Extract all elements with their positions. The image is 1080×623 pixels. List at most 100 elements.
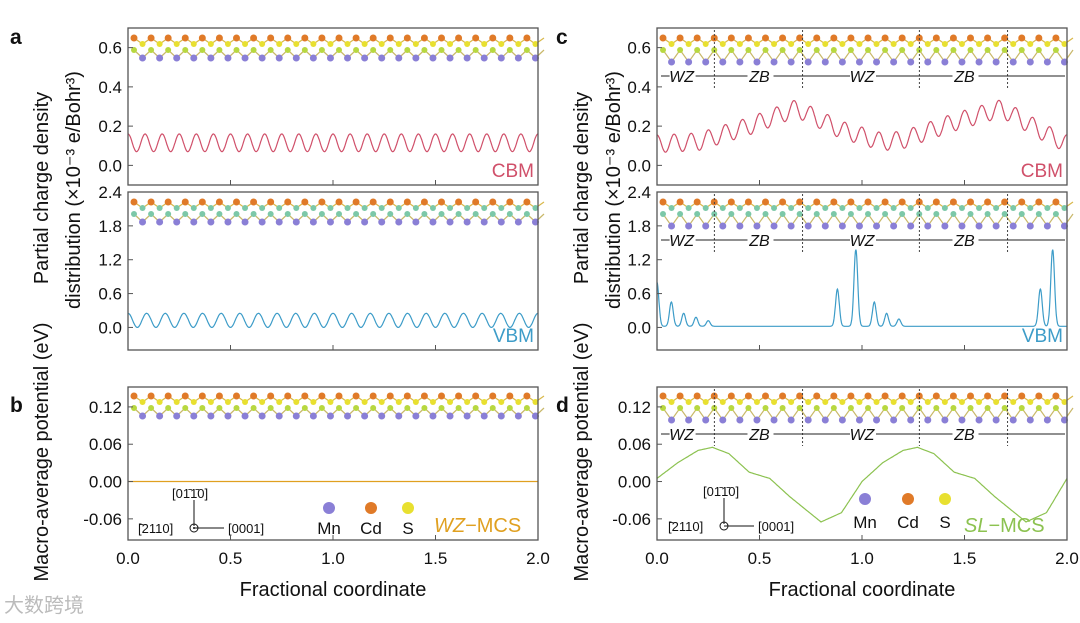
mn-atom xyxy=(463,54,471,62)
s-atom xyxy=(1027,41,1034,47)
cd-atom xyxy=(164,392,172,400)
cd-atom xyxy=(403,198,411,206)
atom-legend-left: Mn Cd S xyxy=(317,502,414,538)
mn-atom xyxy=(344,54,352,62)
s-atom xyxy=(472,405,479,411)
cd-atom xyxy=(472,34,480,42)
s-atom xyxy=(318,211,325,217)
y-tick-label: 2.4 xyxy=(98,183,122,202)
s-atom xyxy=(993,205,1000,211)
cd-atom xyxy=(164,198,172,206)
mn-atom xyxy=(1009,416,1017,424)
mn-atom xyxy=(753,58,761,66)
cd-atom xyxy=(915,392,923,400)
mn-atom xyxy=(736,416,744,424)
cd-atom xyxy=(830,34,838,42)
cd-atom xyxy=(267,34,275,42)
cd-atom xyxy=(386,392,394,400)
cd-atom xyxy=(830,198,838,206)
s-atom xyxy=(685,41,692,47)
axis-out-dot xyxy=(193,527,195,529)
sl-mcs-label-rest: −MCS xyxy=(988,515,1044,537)
s-atom xyxy=(1018,211,1025,217)
s-atom xyxy=(284,405,291,411)
mn-atom xyxy=(668,416,676,424)
cd-atom xyxy=(455,392,463,400)
panel-a-cbm: 0.0 0.2 0.4 0.6 CBM xyxy=(98,27,545,186)
right-xlabel: Fractional coordinate xyxy=(769,579,956,601)
s-atom xyxy=(873,41,880,47)
s-atom xyxy=(344,399,351,405)
s-atom xyxy=(370,211,377,217)
mn-atom xyxy=(907,222,915,230)
wz-mcs-label-italic: WZ xyxy=(434,515,466,537)
s-atom xyxy=(822,41,829,47)
s-atom xyxy=(395,41,402,47)
mn-atom xyxy=(224,54,232,62)
mn-atom xyxy=(514,54,522,62)
cd-atom xyxy=(438,34,445,42)
mn-atom xyxy=(173,412,181,420)
cd-atom xyxy=(335,392,343,400)
axis-out-of-plane-icon xyxy=(189,523,199,533)
sl-mcs-label: SL−MCS xyxy=(964,515,1045,537)
axis-right-label: [0001] xyxy=(758,519,794,534)
cd-atom xyxy=(949,34,957,42)
s-atom xyxy=(967,405,974,411)
cd-atom xyxy=(403,392,411,400)
phase-label-bg xyxy=(850,67,876,85)
cd-atom xyxy=(181,34,189,42)
cd-atom xyxy=(369,198,377,206)
s-atom xyxy=(796,405,803,411)
phase-label: WZ xyxy=(669,233,695,250)
right-ylabel-line2: distribution (×10⁻³ e/Bohr³) xyxy=(603,71,625,309)
y-tick-label: 0.6 xyxy=(627,39,651,58)
mn-atom xyxy=(514,412,522,420)
mn-atom xyxy=(821,222,829,230)
mn-atom xyxy=(975,222,983,230)
s-atom xyxy=(1044,41,1051,47)
cd-atom xyxy=(984,392,992,400)
s-atom xyxy=(173,205,180,211)
phase-label: ZB xyxy=(748,233,770,250)
s-atom xyxy=(506,47,513,53)
series-line-c-vbm xyxy=(656,249,1067,327)
mn-atom xyxy=(463,412,471,420)
panel-letter-a: a xyxy=(10,26,22,49)
s-atom xyxy=(890,399,897,405)
s-atom xyxy=(156,399,163,405)
s-atom xyxy=(1018,405,1025,411)
series-line-a-cbm xyxy=(127,133,539,153)
mn-atom xyxy=(395,412,403,420)
phase-label: ZB xyxy=(748,69,770,86)
mn-atom xyxy=(941,58,949,66)
s-atom xyxy=(224,41,231,47)
mn-atom xyxy=(275,218,283,226)
right-ylabel-line1: Partial charge density xyxy=(571,92,593,284)
s-atom xyxy=(421,405,428,411)
mn-atom xyxy=(429,218,437,226)
mn-atom xyxy=(685,416,693,424)
s-atom xyxy=(1001,47,1008,53)
mn-atom xyxy=(344,218,352,226)
s-atom xyxy=(293,41,300,47)
mn-atom xyxy=(890,222,898,230)
s-atom xyxy=(182,47,189,53)
mn-atom xyxy=(361,218,369,226)
s-atom xyxy=(856,205,863,211)
s-atom xyxy=(190,399,197,405)
s-atom xyxy=(1027,205,1034,211)
s-atom-icon xyxy=(939,493,951,505)
s-atom xyxy=(327,399,334,405)
s-atom xyxy=(472,47,479,53)
cd-atom xyxy=(1052,198,1060,206)
y-tick-label: 1.8 xyxy=(627,217,651,236)
s-atom xyxy=(736,205,743,211)
s-atom xyxy=(830,405,837,411)
mn-atom xyxy=(873,222,881,230)
phase-label-bg xyxy=(952,67,979,85)
mn-atom xyxy=(1026,416,1034,424)
s-atom xyxy=(207,205,214,211)
s-atom xyxy=(447,205,454,211)
mn-atom xyxy=(1026,58,1034,66)
